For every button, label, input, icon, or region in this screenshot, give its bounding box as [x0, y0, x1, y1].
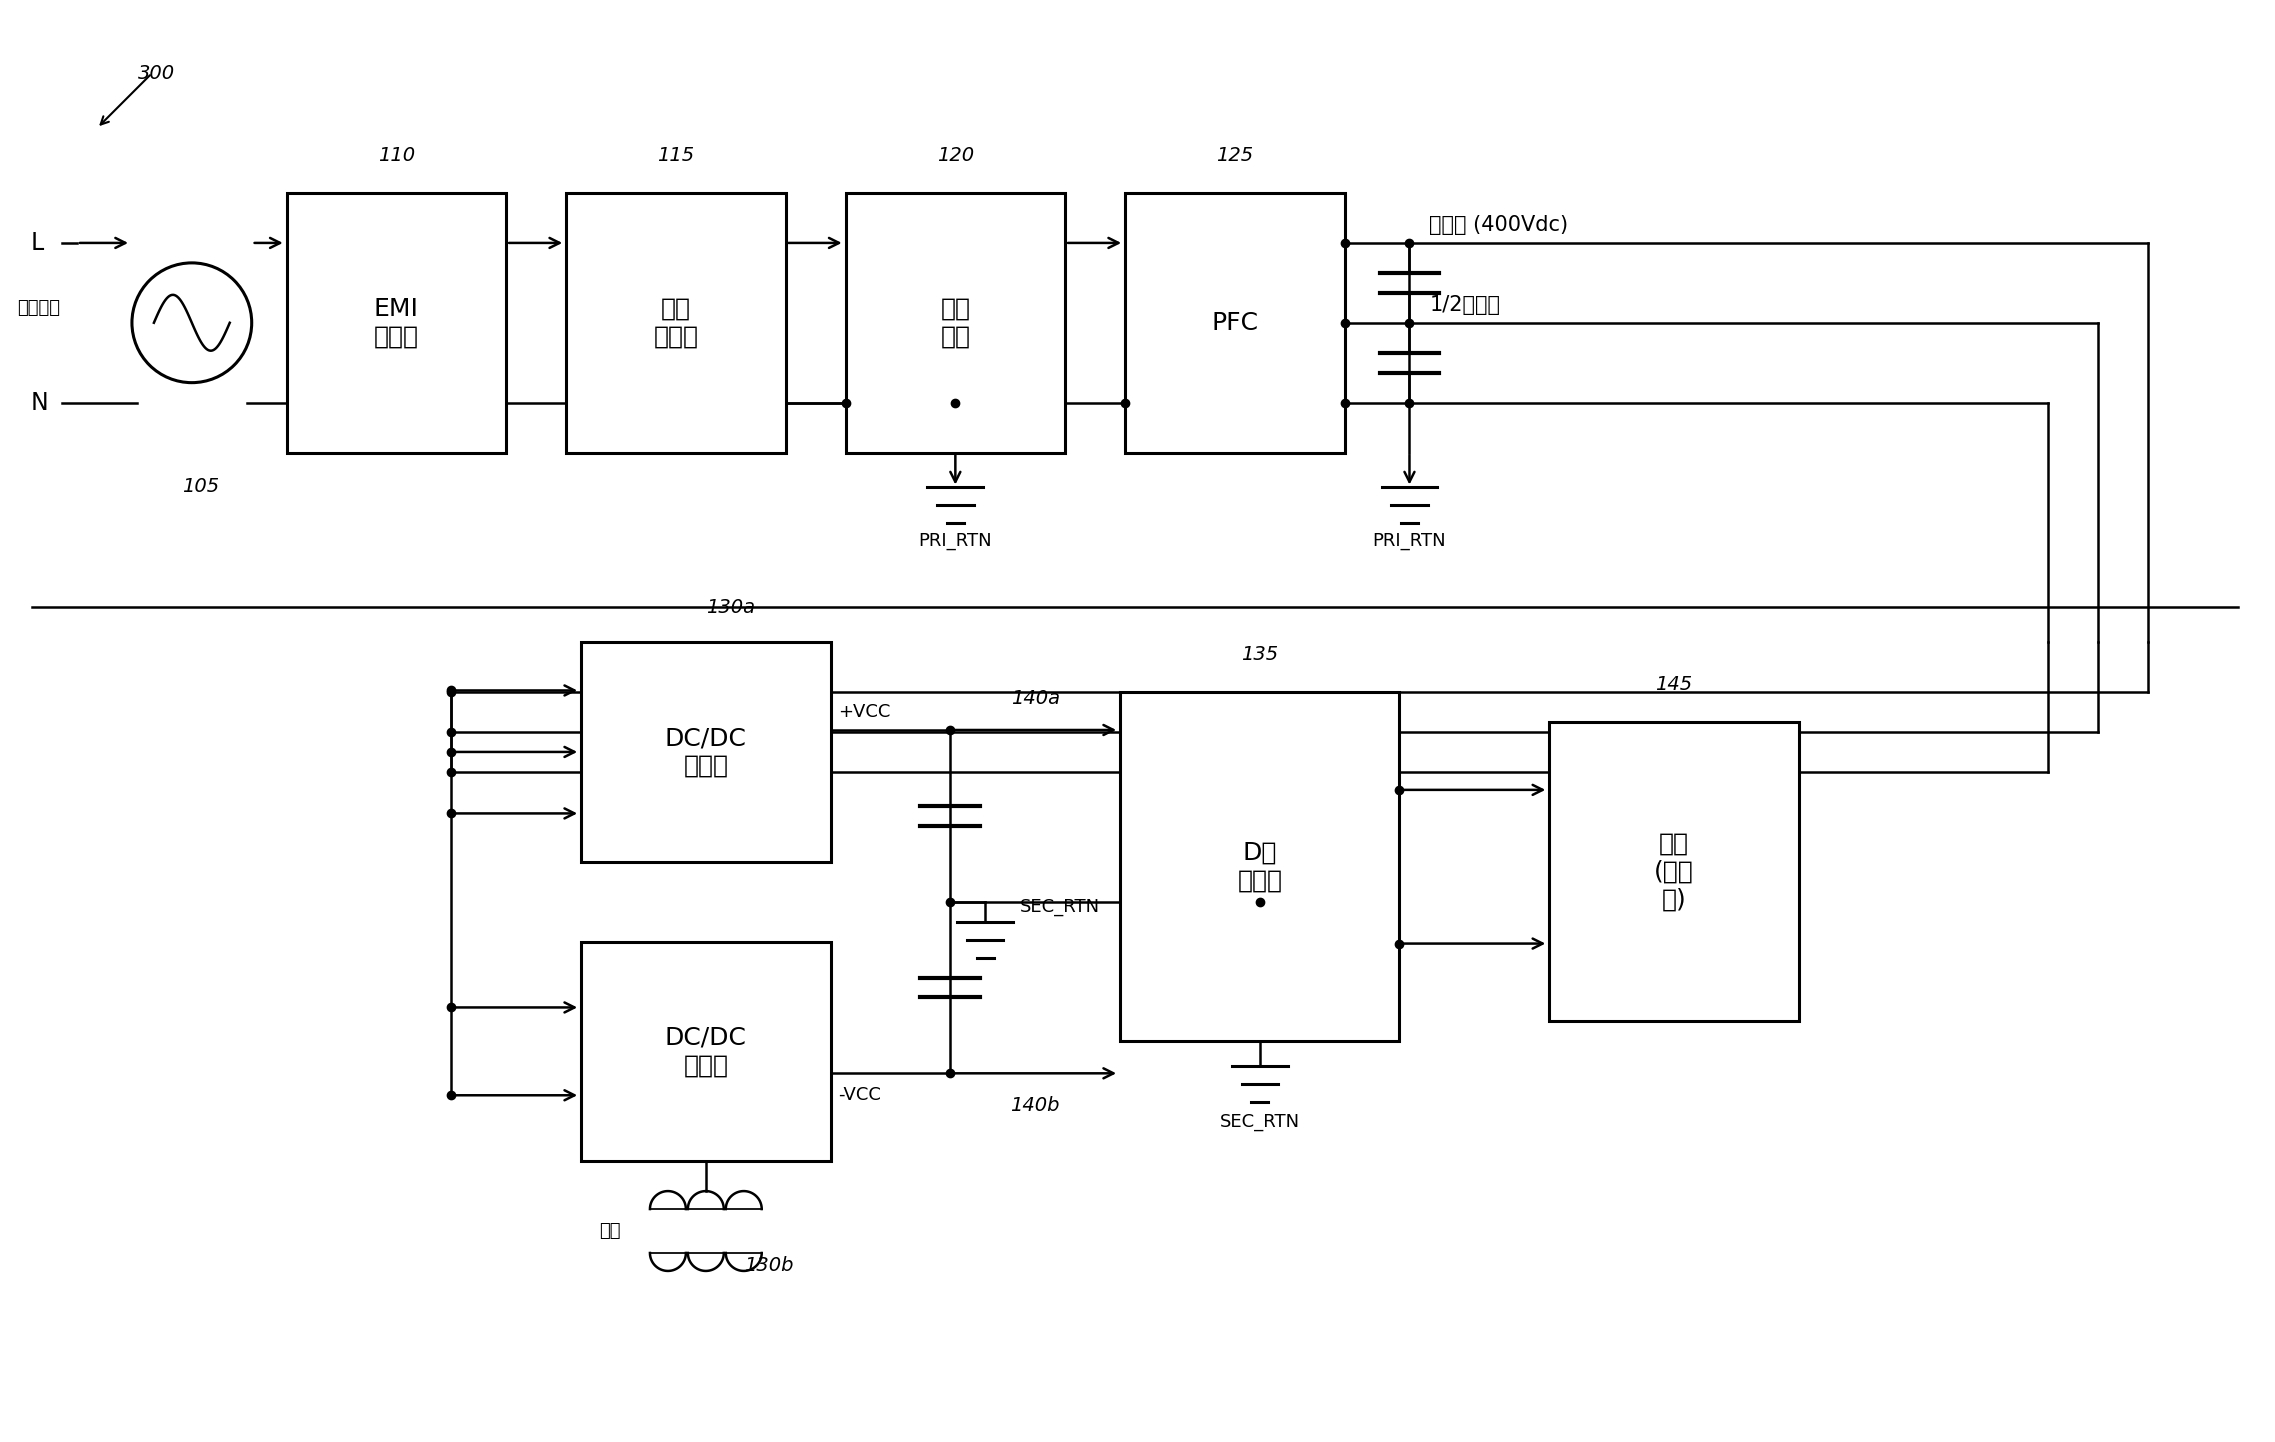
Text: PRI_RTN: PRI_RTN — [1372, 532, 1447, 551]
Bar — [287, 193, 507, 453]
Text: EMI
滤波器: EMI 滤波器 — [373, 297, 419, 349]
Text: 隔离: 隔离 — [601, 1221, 621, 1240]
Bar — [1549, 722, 1800, 1021]
Bar — [1119, 692, 1399, 1041]
Text: 145: 145 — [1656, 675, 1693, 694]
Text: 135: 135 — [1242, 645, 1279, 663]
Text: 110: 110 — [378, 146, 414, 164]
Text: N: N — [30, 391, 48, 415]
Text: DC/DC
转换器: DC/DC 转换器 — [664, 1025, 746, 1077]
Text: 进位输入: 进位输入 — [18, 298, 59, 317]
Text: D类
放大器: D类 放大器 — [1238, 841, 1283, 893]
Bar — [566, 193, 785, 453]
Text: 115: 115 — [657, 146, 694, 164]
Text: 140b: 140b — [1010, 1096, 1060, 1115]
Text: -VCC: -VCC — [839, 1086, 880, 1105]
Text: 1/2体电压: 1/2体电压 — [1429, 294, 1502, 314]
Text: SEC_RTN: SEC_RTN — [1219, 1113, 1299, 1131]
Bar — [580, 642, 830, 862]
Text: 300: 300 — [139, 63, 175, 82]
Text: PFC: PFC — [1210, 311, 1258, 335]
Text: 120: 120 — [937, 146, 974, 164]
Bar — [1126, 193, 1345, 453]
Bar — [580, 942, 830, 1161]
Text: +VCC: +VCC — [839, 704, 892, 721]
Text: 体电压 (400Vdc): 体电压 (400Vdc) — [1429, 215, 1567, 235]
Text: 130b: 130b — [744, 1256, 794, 1275]
Text: 负载
(扬声
器): 负载 (扬声 器) — [1654, 832, 1695, 911]
Text: 105: 105 — [182, 477, 218, 496]
Text: PRI_RTN: PRI_RTN — [919, 532, 992, 551]
Text: L: L — [30, 231, 43, 255]
Text: 125: 125 — [1217, 146, 1254, 164]
Text: 140a: 140a — [1010, 688, 1060, 708]
Bar — [846, 193, 1065, 453]
Text: SEC_RTN: SEC_RTN — [1019, 897, 1101, 916]
Text: 130a: 130a — [705, 598, 755, 617]
Text: 线路
继电器: 线路 继电器 — [653, 297, 698, 349]
Text: DC/DC
转换器: DC/DC 转换器 — [664, 725, 746, 777]
Text: 桥整
流器: 桥整 流器 — [940, 297, 971, 349]
